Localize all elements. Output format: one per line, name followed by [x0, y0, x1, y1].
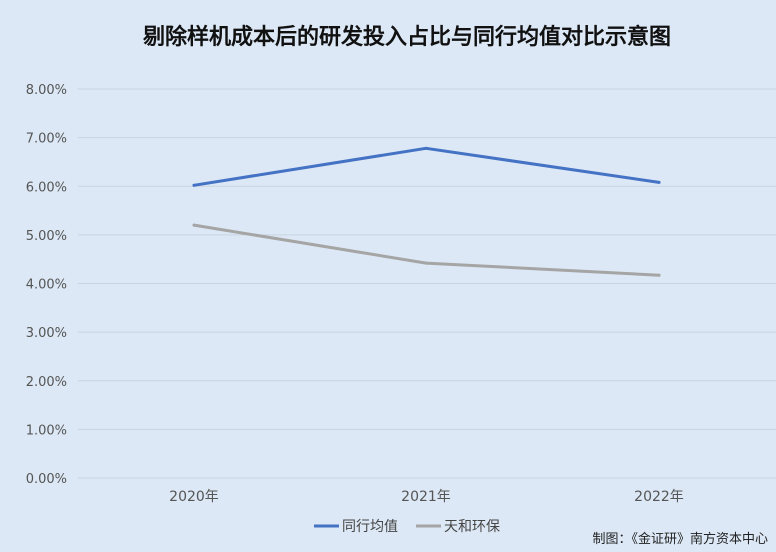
- series-lines: [192, 146, 661, 277]
- series-2-point: [657, 273, 661, 277]
- y-tick-label: 8.00%: [26, 83, 67, 98]
- y-tick-label: 6.00%: [26, 180, 67, 195]
- y-tick-label: 7.00%: [26, 132, 67, 147]
- y-tick-label: 2.00%: [26, 375, 67, 390]
- legend-label-2: 天和环保: [444, 519, 500, 535]
- legend-label-1: 同行均值: [342, 519, 398, 535]
- y-tick-label: 3.00%: [26, 326, 67, 341]
- x-tick-label: 2022年: [634, 489, 684, 505]
- x-tick-label: 2021年: [401, 489, 451, 505]
- gridlines: [78, 88, 776, 479]
- series-2-point: [192, 223, 196, 227]
- chart-title: 剔除样机成本后的研发投入占比与同行均值对比示意图: [142, 24, 671, 50]
- y-tick-label: 4.00%: [26, 278, 67, 293]
- y-axis-ticks: 0.00% 1.00% 2.00% 3.00% 4.00% 5.00% 6.00% 7.00%…: [26, 83, 67, 487]
- x-tick-label: 2020年: [169, 489, 219, 505]
- y-tick-label: 0.00%: [26, 472, 67, 487]
- x-axis-ticks: 2020年 2021年 2022年: [169, 489, 684, 505]
- legend: 同行均值 天和环保: [314, 519, 500, 535]
- y-tick-label: 5.00%: [26, 229, 67, 244]
- credit-text: 制图：《金证研》南方资本中心: [592, 531, 768, 547]
- series-1-point: [424, 146, 428, 150]
- series-2-point: [424, 261, 428, 265]
- series-1-point: [192, 183, 196, 187]
- series-1-point: [657, 180, 661, 184]
- y-tick-label: 1.00%: [26, 423, 67, 438]
